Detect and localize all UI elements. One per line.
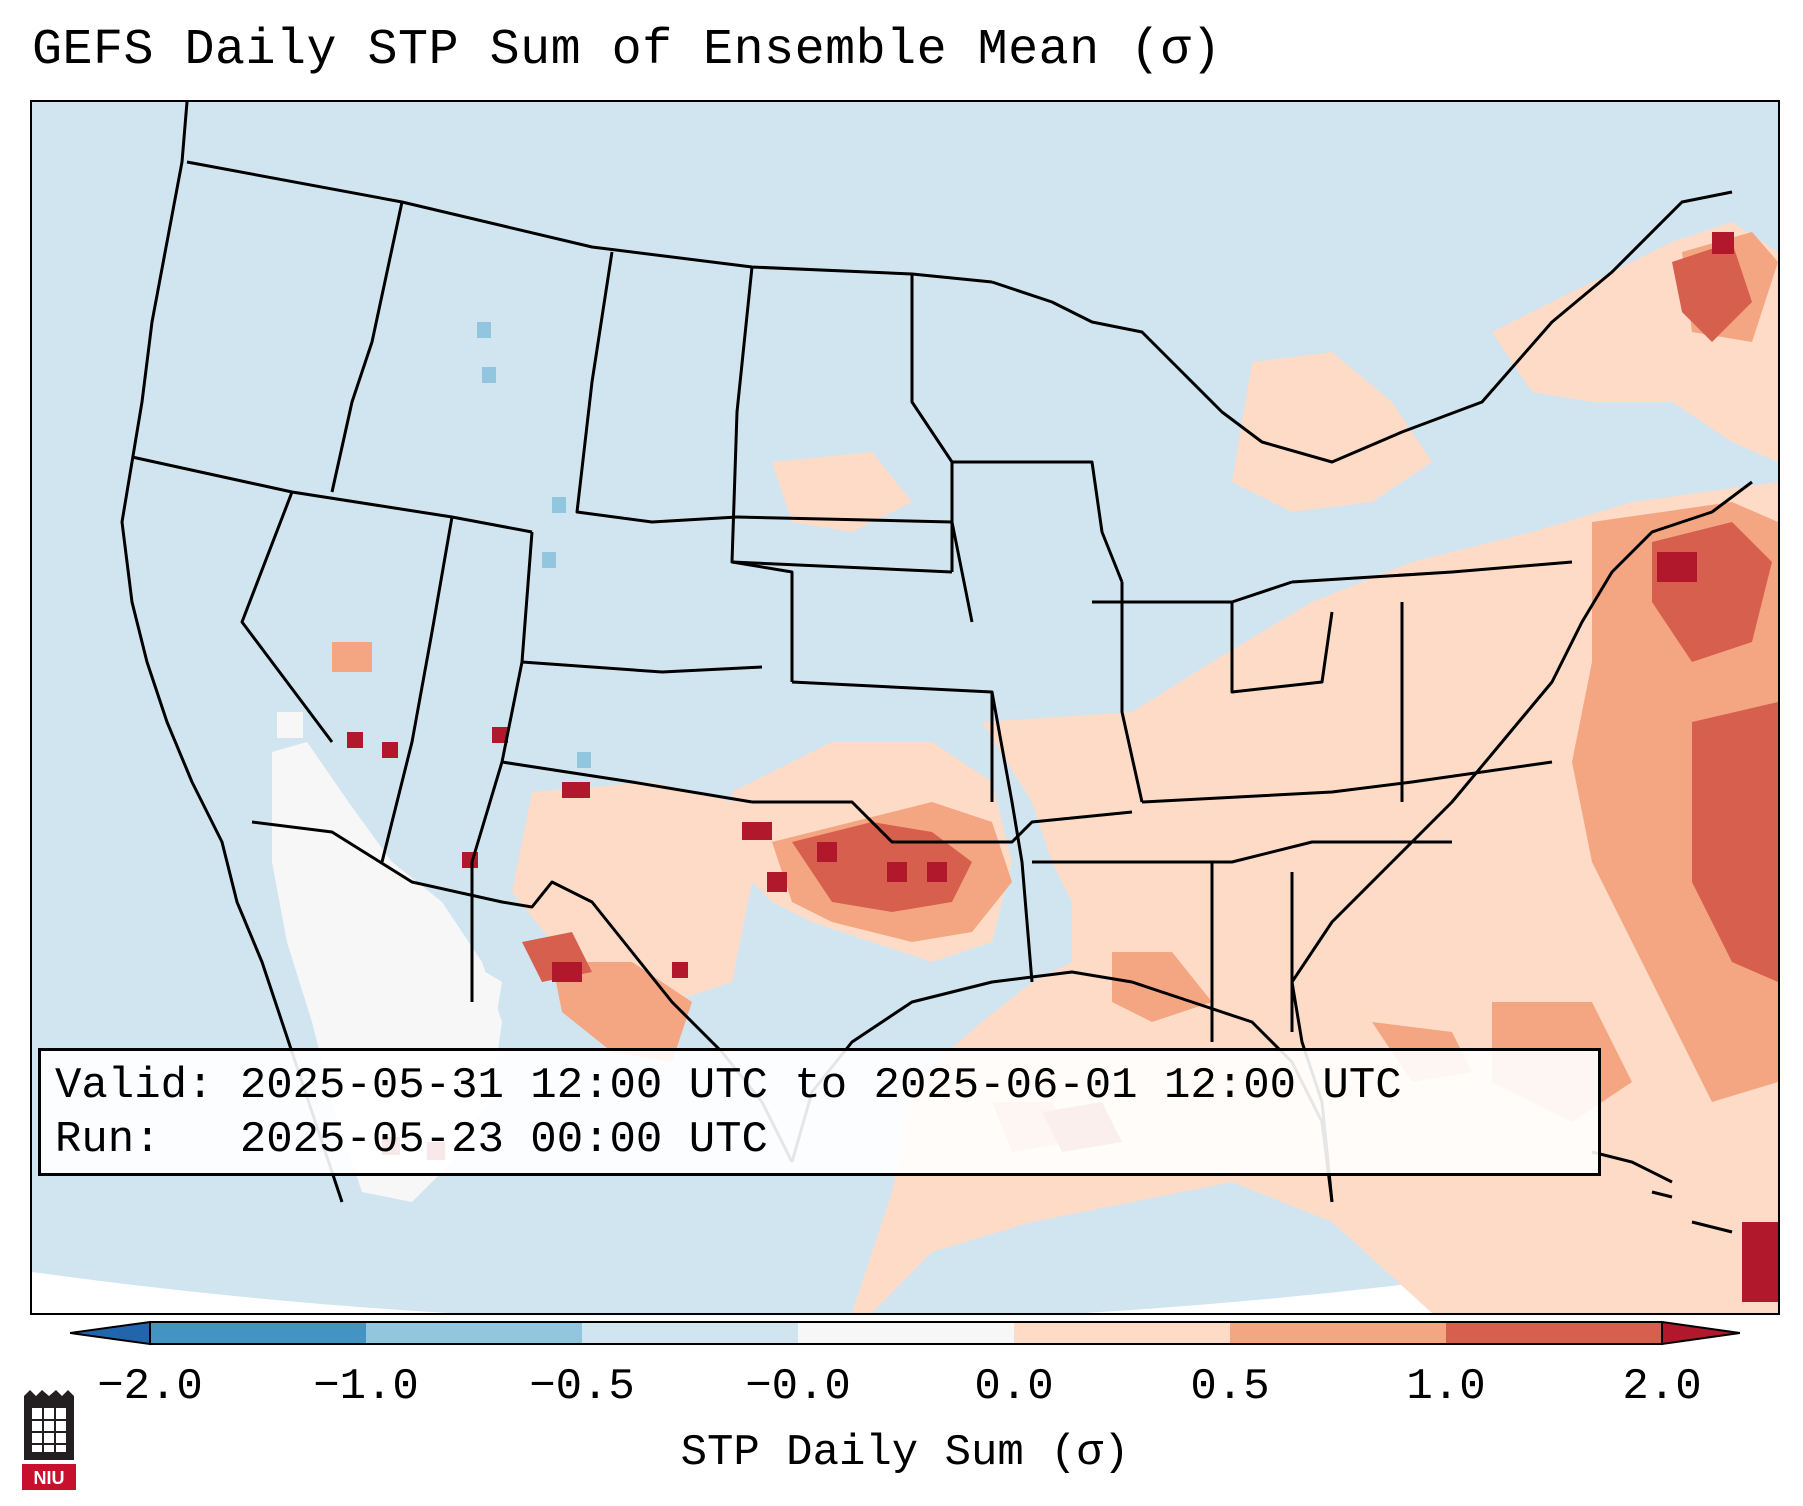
colorbar-bin-7 [1446,1322,1662,1344]
islands [1591,1150,1733,1234]
colorbar-bin-1 [150,1322,366,1344]
niu-logo: NIU [22,1390,76,1490]
colorbar-extend-low [70,1320,151,1346]
colorbar-label: STP Daily Sum (σ) [680,1428,1130,1478]
tick-label: −0.0 [745,1362,851,1412]
tick-label: 0.0 [974,1362,1054,1412]
colorbar-bin-5 [1014,1322,1230,1344]
valid-value: 2025-05-31 12:00 UTC to 2025-06-01 12:00… [239,1061,1402,1111]
colorbar-bin-4 [798,1322,1014,1344]
chart-title: GEFS Daily STP Sum of Ensemble Mean (σ) [32,22,1222,79]
colorbar-bin-3 [582,1322,798,1344]
tick-label: 1.0 [1406,1362,1486,1412]
tick-label: −1.0 [313,1362,419,1412]
info-box: Valid: 2025-05-31 12:00 UTC to 2025-06-0… [38,1048,1601,1176]
colorbar-bin-2 [366,1322,582,1344]
logo-text: NIU [34,1468,65,1488]
tick-label: −0.5 [529,1362,635,1412]
colorbar-bin-6 [1230,1322,1446,1344]
field-negative [477,322,591,768]
colorbar [70,1320,1740,1346]
run-label: Run: [55,1115,161,1165]
valid-label: Valid: [55,1061,214,1111]
colorbar-extend-high [1661,1320,1740,1346]
tick-label: 2.0 [1622,1362,1702,1412]
tick-label: −2.0 [97,1362,203,1412]
tick-label: 0.5 [1190,1362,1270,1412]
run-value: 2025-05-23 00:00 UTC [239,1115,768,1165]
